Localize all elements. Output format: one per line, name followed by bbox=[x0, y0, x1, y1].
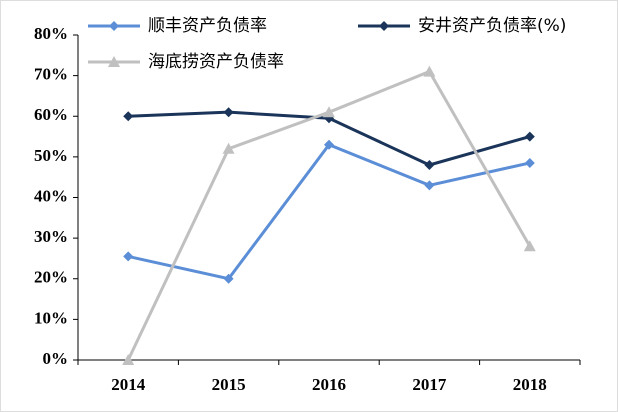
point bbox=[222, 142, 235, 154]
point bbox=[122, 354, 135, 365]
y-tick-label: 50% bbox=[34, 146, 68, 165]
y-tick-label: 10% bbox=[34, 308, 68, 327]
point bbox=[424, 180, 435, 191]
y-tick-label: 70% bbox=[34, 65, 68, 84]
legend-marker bbox=[108, 56, 120, 67]
point bbox=[423, 65, 436, 77]
point bbox=[524, 157, 535, 168]
point bbox=[524, 131, 535, 142]
x-tick-label: 2018 bbox=[513, 375, 547, 394]
legend-label: 海底捞资产负债率 bbox=[148, 52, 284, 72]
y-tick-label: 40% bbox=[34, 186, 68, 205]
point bbox=[223, 107, 234, 118]
y-tick-label: 60% bbox=[34, 105, 68, 124]
x-tick-label: 2014 bbox=[111, 375, 146, 394]
point bbox=[123, 251, 134, 262]
y-tick-label: 80% bbox=[34, 24, 68, 43]
legend-label: 顺丰资产负债率 bbox=[148, 16, 267, 36]
point bbox=[324, 139, 334, 150]
legend-marker bbox=[379, 21, 389, 31]
point bbox=[323, 106, 335, 118]
point bbox=[123, 111, 134, 122]
legend-marker bbox=[109, 21, 119, 31]
point bbox=[223, 273, 234, 284]
point bbox=[523, 240, 536, 252]
x-tick-label: 2015 bbox=[212, 375, 246, 394]
legend-label: 安井资产负债率(%) bbox=[418, 16, 566, 36]
x-tick-label: 2017 bbox=[412, 375, 447, 394]
y-tick-label: 20% bbox=[34, 268, 68, 287]
point bbox=[424, 160, 435, 170]
x-tick-label: 2016 bbox=[312, 375, 346, 394]
y-tick-label: 30% bbox=[34, 227, 68, 246]
y-tick-label: 0% bbox=[43, 349, 69, 368]
